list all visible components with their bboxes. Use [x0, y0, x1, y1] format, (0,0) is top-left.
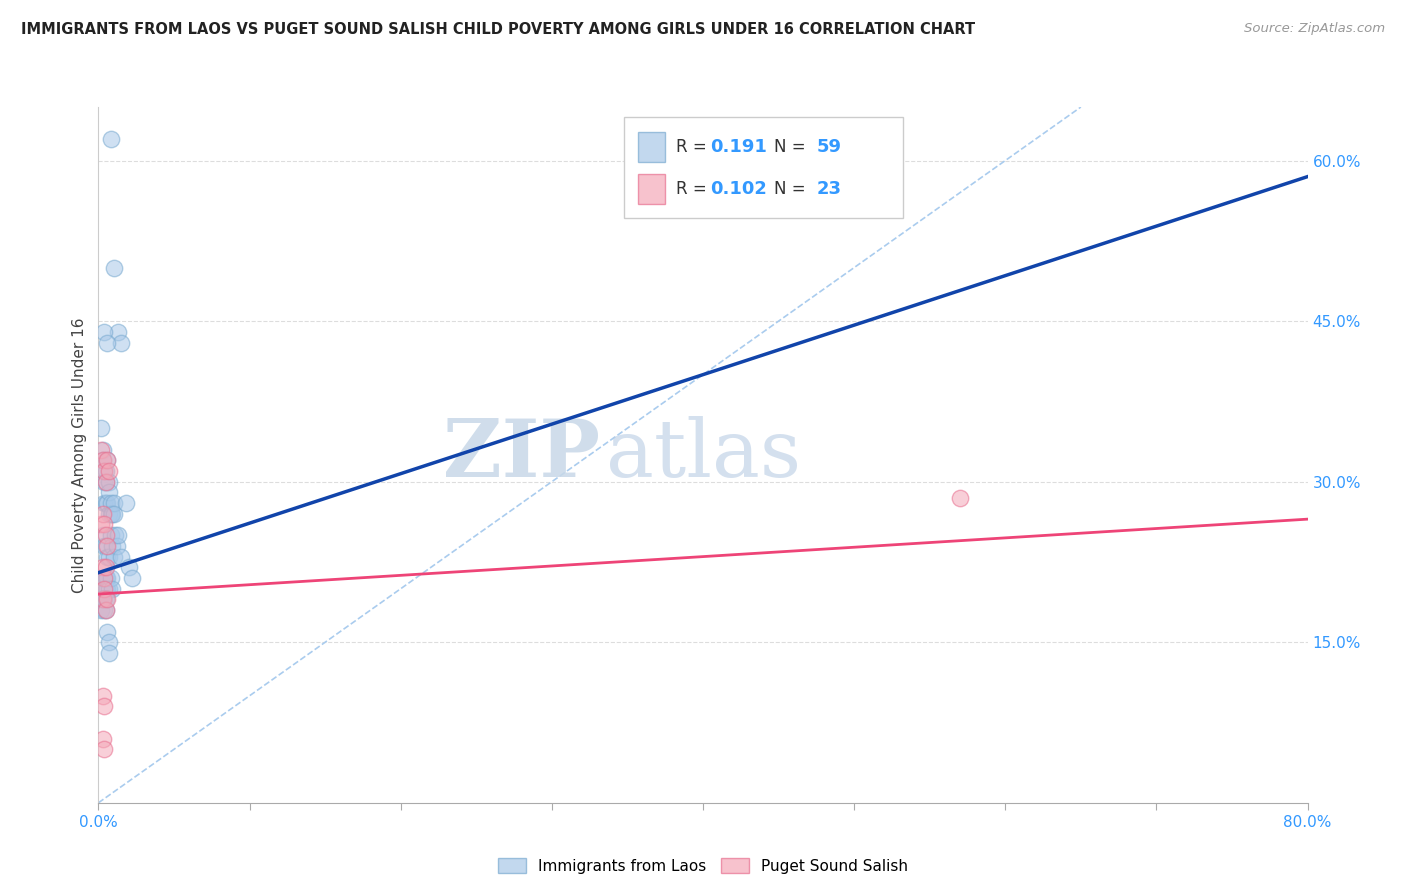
Point: [90, 592, 112, 607]
Point: [91, 453, 114, 467]
Point: [91, 689, 114, 703]
Point: [104, 528, 127, 542]
Point: [98, 646, 121, 660]
Point: [93, 496, 115, 510]
Point: [94, 603, 117, 617]
Text: ZIP: ZIP: [443, 416, 600, 494]
FancyBboxPatch shape: [624, 118, 903, 219]
Point: [98, 485, 121, 500]
Text: N =: N =: [775, 138, 811, 156]
Point: [91, 592, 114, 607]
Point: [101, 507, 124, 521]
Point: [94, 496, 117, 510]
Point: [96, 453, 118, 467]
Point: [101, 539, 124, 553]
Point: [93, 475, 115, 489]
Point: [91, 560, 114, 574]
Point: [98, 507, 121, 521]
Point: [96, 549, 118, 564]
Point: [93, 571, 115, 585]
Point: [93, 592, 115, 607]
Point: [94, 560, 117, 574]
Y-axis label: Child Poverty Among Girls Under 16: Child Poverty Among Girls Under 16: [72, 318, 87, 592]
Point: [96, 453, 118, 467]
Point: [96, 624, 118, 639]
Point: [114, 496, 136, 510]
Point: [91, 453, 114, 467]
Point: [121, 571, 143, 585]
Point: [98, 475, 121, 489]
Point: [93, 742, 115, 756]
Point: [93, 464, 115, 478]
Point: [96, 592, 118, 607]
Text: 0.102: 0.102: [710, 179, 768, 198]
Point: [107, 528, 129, 542]
Point: [110, 335, 132, 350]
Point: [90, 442, 112, 457]
Point: [91, 571, 114, 585]
Point: [98, 464, 121, 478]
Point: [100, 496, 122, 510]
Point: [101, 582, 124, 596]
Point: [90, 517, 112, 532]
Point: [94, 528, 117, 542]
Text: R =: R =: [676, 138, 711, 156]
Point: [94, 539, 117, 553]
Text: N =: N =: [775, 179, 811, 198]
Point: [91, 442, 114, 457]
Point: [93, 603, 115, 617]
Text: 59: 59: [817, 138, 842, 156]
Point: [93, 539, 115, 553]
Point: [94, 582, 117, 596]
Point: [94, 475, 117, 489]
Point: [98, 549, 121, 564]
Point: [94, 475, 117, 489]
Point: [93, 571, 115, 585]
Point: [103, 549, 125, 564]
Point: [93, 325, 115, 339]
Point: [100, 528, 122, 542]
Point: [96, 335, 118, 350]
Point: [96, 582, 118, 596]
FancyBboxPatch shape: [638, 174, 665, 203]
Point: [103, 496, 125, 510]
Text: 0.191: 0.191: [710, 138, 768, 156]
FancyBboxPatch shape: [638, 132, 665, 162]
Point: [110, 549, 132, 564]
Point: [949, 491, 972, 505]
Point: [90, 421, 112, 435]
Point: [90, 603, 112, 617]
Text: atlas: atlas: [606, 416, 801, 494]
Legend: Immigrants from Laos, Puget Sound Salish: Immigrants from Laos, Puget Sound Salish: [492, 852, 914, 880]
Point: [93, 464, 115, 478]
Point: [100, 132, 122, 146]
Point: [91, 731, 114, 746]
Text: R =: R =: [676, 179, 711, 198]
Point: [91, 592, 114, 607]
Point: [98, 582, 121, 596]
Text: 23: 23: [817, 179, 842, 198]
Point: [94, 603, 117, 617]
Point: [103, 260, 125, 275]
Point: [93, 517, 115, 532]
Point: [94, 464, 117, 478]
Point: [100, 507, 122, 521]
Text: IMMIGRANTS FROM LAOS VS PUGET SOUND SALISH CHILD POVERTY AMONG GIRLS UNDER 16 CO: IMMIGRANTS FROM LAOS VS PUGET SOUND SALI…: [21, 22, 976, 37]
Point: [98, 635, 121, 649]
Point: [96, 571, 118, 585]
Point: [107, 325, 129, 339]
Point: [118, 560, 141, 574]
Point: [91, 507, 114, 521]
Point: [94, 592, 117, 607]
Point: [96, 539, 118, 553]
Point: [93, 699, 115, 714]
Point: [93, 582, 115, 596]
Point: [96, 496, 118, 510]
Point: [91, 528, 114, 542]
Point: [100, 571, 122, 585]
Point: [105, 539, 128, 553]
Point: [103, 507, 125, 521]
Point: [94, 571, 117, 585]
Text: Source: ZipAtlas.com: Source: ZipAtlas.com: [1244, 22, 1385, 36]
